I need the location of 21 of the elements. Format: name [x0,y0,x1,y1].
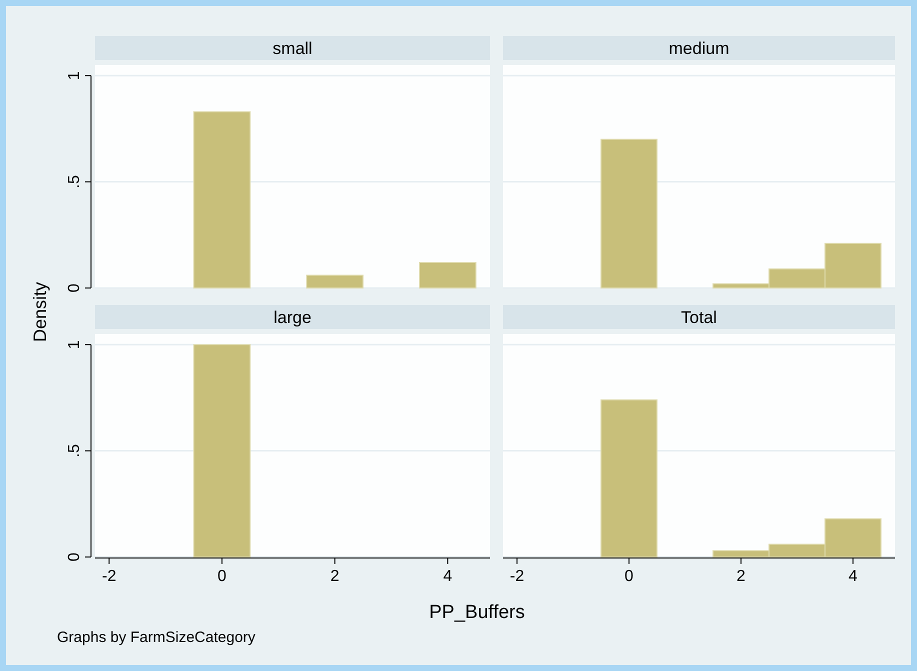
x-axis-title: PP_Buffers [429,602,525,623]
x-tick-label: 0 [624,568,634,585]
text: Graphs by FarmSizeCategory [57,629,256,646]
y-tick-label: .5 [66,444,83,458]
x-tick-label: -2 [510,568,524,585]
chart-title: Total [681,308,717,327]
y-tick-label: 1 [66,340,83,350]
x-tick-label: 4 [848,568,858,585]
y-tick-label: 0 [66,283,83,292]
y-tick-label: 1 [66,71,83,80]
chart-title: small [272,39,312,58]
x-tick-label: 4 [443,568,452,585]
chart-title: large [274,308,312,327]
y-tick-label: .5 [66,175,83,188]
x-tick-label: -2 [102,568,116,585]
y-axis-title: Density [30,282,50,342]
x-tick-label: 0 [218,568,227,585]
x-tick-label: 2 [330,568,340,585]
y-tick-label: 0 [66,552,83,562]
chart-title: medium [668,39,730,58]
x-tick-label: 2 [736,568,746,585]
